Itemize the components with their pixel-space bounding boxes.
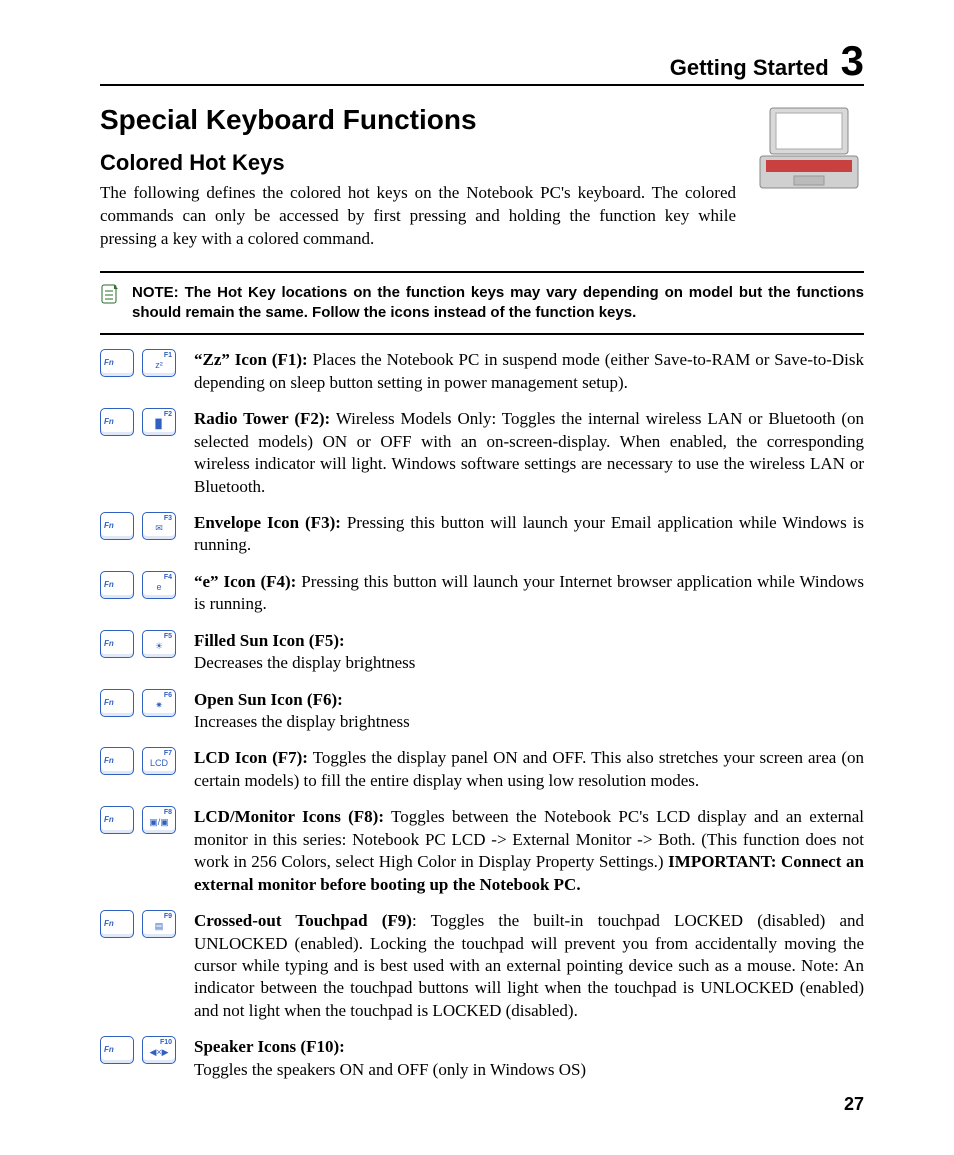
hotkey-description: “e” Icon (F4): Pressing this button will… — [194, 571, 864, 616]
hotkey-description: Crossed-out Touchpad (F9): Toggles the b… — [194, 910, 864, 1022]
hotkey-body: Increases the display brightness — [194, 712, 410, 731]
note-text: NOTE: The Hot Key locations on the funct… — [132, 283, 864, 324]
page-header: Getting Started 3 — [100, 40, 864, 86]
section-title: Getting Started — [670, 55, 829, 81]
key-pair: Fn F8▣/▣ — [100, 806, 180, 896]
fn-key-icon: Fn — [100, 408, 134, 436]
hotkey-lead: Filled Sun Icon (F5): — [194, 631, 345, 650]
intro-text: The following defines the colored hot ke… — [100, 182, 736, 251]
hotkey-lead: Radio Tower (F2): — [194, 409, 330, 428]
hotkey-description: Open Sun Icon (F6): Increases the displa… — [194, 689, 864, 734]
function-key-icon: F5☀ — [142, 630, 176, 658]
function-key-icon: F9▤ — [142, 910, 176, 938]
function-key-icon: F4e — [142, 571, 176, 599]
hotkey-description: “Zz” Icon (F1): Places the Notebook PC i… — [194, 349, 864, 394]
function-key-icon: F2▉ — [142, 408, 176, 436]
key-pair: Fn F4e — [100, 571, 180, 616]
hotkey-row: Fn F2▉ Radio Tower (F2): Wireless Models O… — [100, 408, 864, 498]
function-key-icon: F7LCD — [142, 747, 176, 775]
hotkey-row: Fn F1z² “Zz” Icon (F1): Places the Noteboo… — [100, 349, 864, 394]
note-icon — [100, 283, 122, 324]
hotkey-body: Decreases the display brightness — [194, 653, 415, 672]
fn-key-icon: Fn — [100, 689, 134, 717]
function-key-icon: F8▣/▣ — [142, 806, 176, 834]
key-pair: Fn F10◀×▶ — [100, 1036, 180, 1081]
key-pair: Fn F2▉ — [100, 408, 180, 498]
hotkey-lead: Envelope Icon (F3): — [194, 513, 341, 532]
function-key-icon: F3✉ — [142, 512, 176, 540]
fn-key-icon: Fn — [100, 349, 134, 377]
fn-key-icon: Fn — [100, 1036, 134, 1064]
function-key-icon: F10◀×▶ — [142, 1036, 176, 1064]
fn-key-icon: Fn — [100, 747, 134, 775]
hotkey-description: Radio Tower (F2): Wireless Models Only: … — [194, 408, 864, 498]
hotkey-lead: Open Sun Icon (F6): — [194, 690, 343, 709]
hotkey-lead: Speaker Icons (F10): — [194, 1037, 345, 1056]
hotkey-lead: “Zz” Icon (F1): — [194, 350, 308, 369]
hotkey-row: Fn F3✉ Envelope Icon (F3): Pressing this b… — [100, 512, 864, 557]
key-pair: Fn F9▤ — [100, 910, 180, 1022]
hotkey-body: Toggles the speakers ON and OFF (only in… — [194, 1060, 586, 1079]
fn-key-icon: Fn — [100, 512, 134, 540]
hotkey-row: Fn F8▣/▣ LCD/Monitor Icons (F8): Toggles b… — [100, 806, 864, 896]
hotkey-description: LCD/Monitor Icons (F8): Toggles between … — [194, 806, 864, 896]
hotkey-description: Filled Sun Icon (F5): Decreases the disp… — [194, 630, 864, 675]
hotkey-lead: Crossed-out Touchpad (F9) — [194, 911, 412, 930]
key-pair: Fn F5☀ — [100, 630, 180, 675]
hotkey-lead: LCD/Monitor Icons (F8): — [194, 807, 384, 826]
fn-key-icon: Fn — [100, 910, 134, 938]
key-pair: Fn F7LCD — [100, 747, 180, 792]
hotkey-lead: LCD Icon (F7): — [194, 748, 308, 767]
hotkey-description: Envelope Icon (F3): Pressing this button… — [194, 512, 864, 557]
fn-key-icon: Fn — [100, 630, 134, 658]
hotkey-row: Fn F6✷ Open Sun Icon (F6): Increases the d… — [100, 689, 864, 734]
fn-key-icon: Fn — [100, 806, 134, 834]
hotkey-description: Speaker Icons (F10): Toggles the speaker… — [194, 1036, 864, 1081]
hotkey-row: Fn F4e “e” Icon (F4): Pressing this button… — [100, 571, 864, 616]
chapter-number: 3 — [841, 40, 864, 82]
page-title: Special Keyboard Functions — [100, 104, 736, 136]
hotkey-row: Fn F9▤ Crossed-out Touchpad (F9): Toggles … — [100, 910, 864, 1022]
function-key-icon: F1z² — [142, 349, 176, 377]
key-pair: Fn F1z² — [100, 349, 180, 394]
hotkey-row: Fn F5☀ Filled Sun Icon (F5): Decreases the… — [100, 630, 864, 675]
key-pair: Fn F6✷ — [100, 689, 180, 734]
hotkey-lead: “e” Icon (F4): — [194, 572, 296, 591]
hotkey-row: Fn F10◀×▶ Speaker Icons (F10): Toggles the… — [100, 1036, 864, 1081]
hotkey-list: Fn F1z² “Zz” Icon (F1): Places the Noteboo… — [100, 349, 864, 1081]
note-callout: NOTE: The Hot Key locations on the funct… — [100, 271, 864, 336]
page-number: 27 — [844, 1094, 864, 1115]
hotkey-row: Fn F7LCD LCD Icon (F7): Toggles the displa… — [100, 747, 864, 792]
function-key-icon: F6✷ — [142, 689, 176, 717]
hotkey-description: LCD Icon (F7): Toggles the display panel… — [194, 747, 864, 792]
key-pair: Fn F3✉ — [100, 512, 180, 557]
laptop-icon — [754, 104, 864, 199]
fn-key-icon: Fn — [100, 571, 134, 599]
section-heading: Colored Hot Keys — [100, 150, 736, 176]
